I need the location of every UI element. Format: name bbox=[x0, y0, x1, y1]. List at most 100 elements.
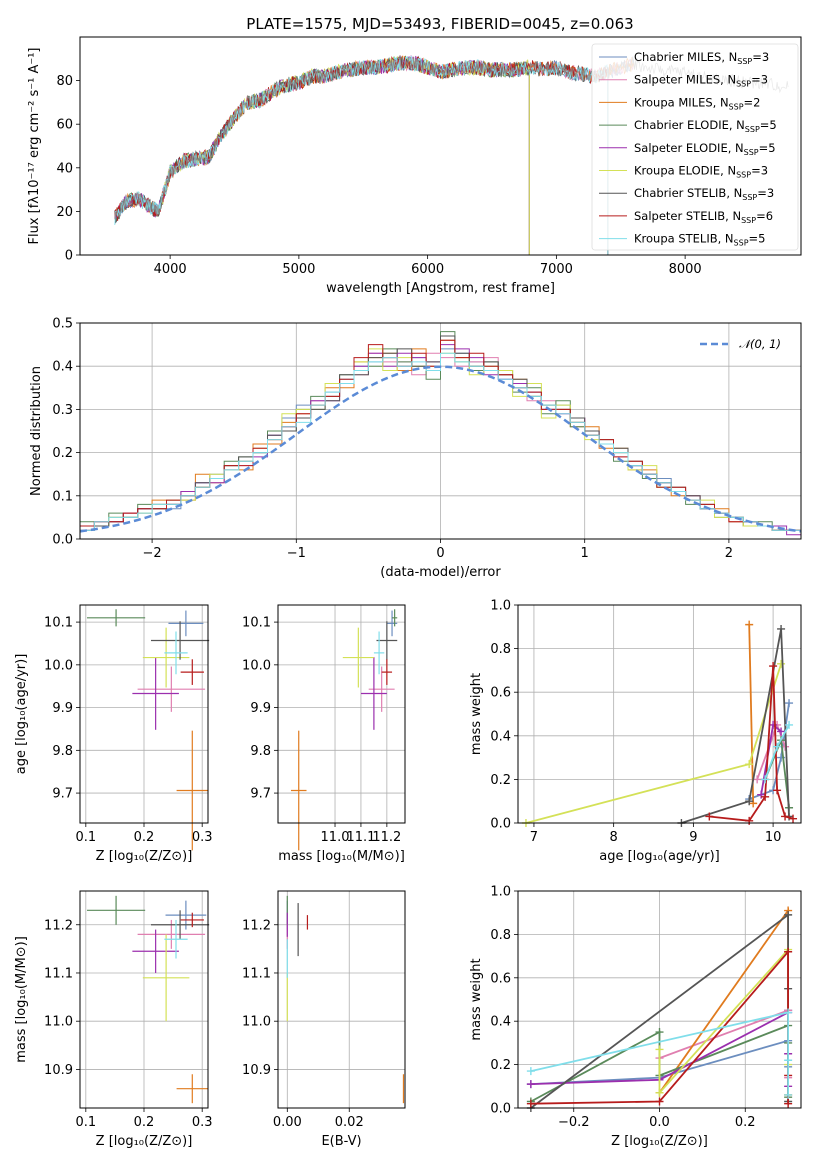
y-axis-label: Normed distribution bbox=[29, 366, 44, 496]
weight-line bbox=[748, 624, 755, 804]
y-tick-label: 10.0 bbox=[44, 658, 73, 673]
weight-marker bbox=[777, 624, 786, 633]
y-tick-label: 10.1 bbox=[242, 616, 271, 631]
age-vs-Z-panel: 0.1 0.2 0.3 9.7 9.8 9.9 10.0 10.1 Z [log₁₀(Z/Z⊙)… bbox=[14, 604, 213, 864]
x-tick-label: 0.02 bbox=[335, 1115, 364, 1130]
legend-entry: Salpeter STELIB, NSSP=6 bbox=[634, 209, 773, 225]
x-axis-label: (data-model)/error bbox=[380, 565, 501, 580]
spectrum-model-line bbox=[114, 55, 609, 224]
y-tick-label: 0.5 bbox=[52, 317, 73, 332]
x-tick-label: 0.3 bbox=[192, 830, 213, 845]
weight-marker bbox=[761, 792, 770, 801]
x-tick-label: 0.00 bbox=[273, 1115, 302, 1130]
y-tick-label: 0.0 bbox=[52, 533, 73, 548]
weight-marker bbox=[784, 947, 793, 956]
weight-marker bbox=[526, 1099, 535, 1108]
normal-legend-label: 𝒩(0, 1) bbox=[739, 337, 781, 351]
weight-marker bbox=[745, 620, 754, 629]
y-tick-label: 11.0 bbox=[242, 1015, 271, 1030]
figure-title: PLATE=1575, MJD=53493, FIBERID=0045, z=0… bbox=[246, 15, 633, 33]
y-tick-label: 60 bbox=[56, 118, 73, 133]
weight-marker bbox=[655, 1097, 664, 1106]
y-axis-label: mass weight bbox=[469, 673, 484, 755]
axes-frame bbox=[517, 890, 802, 1109]
axes-frame bbox=[277, 604, 406, 824]
y-tick-label: 0.3 bbox=[52, 403, 73, 418]
weight-marker bbox=[784, 1008, 793, 1017]
axes-frame bbox=[79, 322, 802, 540]
weight-marker bbox=[784, 1056, 793, 1065]
x-tick-label: 0.1 bbox=[75, 1115, 96, 1130]
x-axis-label: age [log₁₀(age/yr)] bbox=[599, 849, 720, 864]
x-tick-label: 0.1 bbox=[75, 830, 96, 845]
x-tick-label: 10 bbox=[765, 830, 782, 845]
weight-marker bbox=[781, 812, 790, 821]
y-axis-label: mass weight bbox=[469, 958, 484, 1040]
x-axis-label: mass [log₁₀(M/M⊙)] bbox=[278, 849, 405, 864]
y-tick-label: 0.4 bbox=[52, 360, 73, 375]
x-tick-label: 11.1 bbox=[346, 830, 375, 845]
y-tick-label: 9.9 bbox=[52, 701, 73, 716]
x-tick-label: 11.2 bbox=[372, 830, 401, 845]
weight-marker bbox=[773, 786, 782, 795]
x-tick-label: 0.0 bbox=[649, 1115, 670, 1130]
weight-line bbox=[681, 628, 790, 824]
x-tick-label: 7000 bbox=[540, 262, 573, 277]
y-axis-label: Flux [fλ10⁻¹⁷ erg cm⁻² s⁻¹ A⁻¹] bbox=[27, 48, 42, 245]
x-axis-label: Z [log₁₀(Z/Z⊙)] bbox=[611, 1134, 708, 1149]
axes-frame bbox=[517, 604, 802, 824]
y-tick-label: 11.1 bbox=[44, 966, 73, 981]
legend-entry: Chabrier MILES, NSSP=3 bbox=[634, 50, 769, 66]
y-tick-label: 0.1 bbox=[52, 489, 73, 504]
y-tick-label: 11.2 bbox=[242, 918, 271, 933]
weight-marker bbox=[655, 1045, 664, 1054]
x-tick-label: 2 bbox=[725, 546, 733, 561]
y-tick-label: 0.6 bbox=[490, 971, 511, 986]
x-tick-label: 7 bbox=[530, 830, 538, 845]
y-tick-label: 9.8 bbox=[52, 744, 73, 759]
y-tick-label: 0.0 bbox=[490, 1102, 511, 1117]
weight-marker bbox=[526, 1067, 535, 1076]
legend-entry: Kroupa MILES, NSSP=2 bbox=[634, 95, 760, 111]
y-tick-label: 10.9 bbox=[242, 1063, 271, 1078]
y-tick-label: 10.1 bbox=[44, 616, 73, 631]
weight-marker bbox=[655, 1028, 664, 1037]
weight-marker bbox=[785, 699, 794, 708]
y-tick-label: 9.7 bbox=[250, 787, 271, 802]
x-tick-label: 5000 bbox=[282, 262, 315, 277]
x-axis-label: Z [log₁₀(Z/Z⊙)] bbox=[96, 1134, 193, 1149]
x-tick-label: 8000 bbox=[669, 262, 702, 277]
legend-entry: Chabrier STELIB, NSSP=3 bbox=[634, 186, 774, 202]
weight-marker bbox=[777, 659, 786, 668]
axes-frame bbox=[277, 890, 406, 1109]
x-tick-label: 0 bbox=[436, 546, 444, 561]
y-tick-label: 0.2 bbox=[490, 773, 511, 788]
y-tick-label: 0.0 bbox=[490, 817, 511, 832]
x-axis-label: wavelength [Angstrom, rest frame] bbox=[326, 281, 555, 296]
y-tick-label: 80 bbox=[56, 74, 73, 89]
legend-entry: Chabrier ELODIE, NSSP=5 bbox=[634, 118, 777, 134]
y-tick-label: 0.2 bbox=[52, 446, 73, 461]
mass-vs-Z-panel: 0.1 0.2 0.3 10.9 11.0 11.1 11.2 Z [log₁₀(Z/Z⊙)]… bbox=[14, 890, 213, 1149]
weight-marker bbox=[761, 775, 770, 784]
y-axis-label: mass [log₁₀(M/M⊙)] bbox=[14, 936, 29, 1063]
x-tick-label: 8 bbox=[610, 830, 618, 845]
axes-frame bbox=[79, 604, 209, 824]
weight-marker bbox=[784, 910, 793, 919]
panels: 4000 5000 6000 7000 8000020406080wavelength … bbox=[14, 36, 802, 1149]
weight-marker bbox=[784, 1090, 793, 1099]
weight-marker bbox=[745, 797, 754, 806]
spectrum-model-line bbox=[114, 55, 634, 218]
x-tick-label: 11.0 bbox=[321, 830, 350, 845]
y-tick-label: 9.8 bbox=[250, 744, 271, 759]
x-tick-label: 0.2 bbox=[134, 830, 155, 845]
y-tick-label: 0.4 bbox=[490, 1015, 511, 1030]
weight-marker bbox=[789, 814, 798, 823]
spectrum-panel: 4000 5000 6000 7000 8000 0 20 40 60 80 wavelength … bbox=[27, 36, 802, 296]
y-tick-label: 11.0 bbox=[44, 1015, 73, 1030]
legend-box bbox=[591, 43, 799, 251]
y-tick-label: 1.0 bbox=[490, 885, 511, 900]
spectrum-model-line bbox=[114, 55, 609, 226]
weight-marker bbox=[745, 760, 754, 769]
